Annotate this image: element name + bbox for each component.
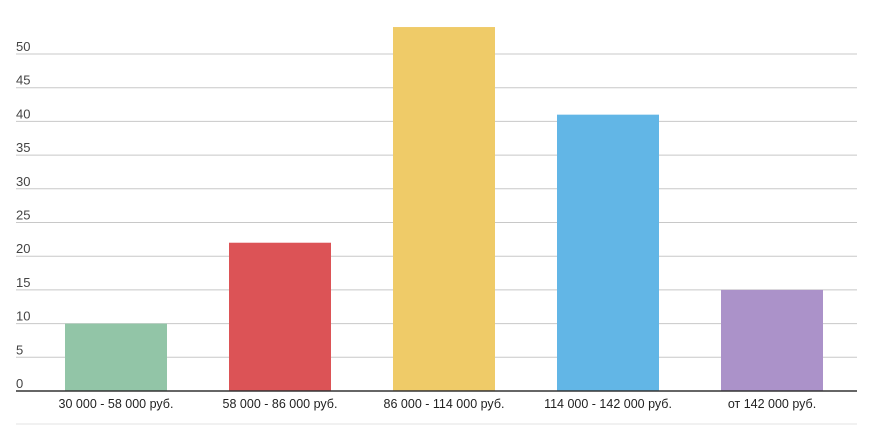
y-tick-label: 15 [16,275,30,290]
bar-4 [557,114,659,391]
y-tick-label: 50 [16,39,30,54]
y-tick-label: 45 [16,73,30,88]
x-category-label: 114 000 - 142 000 руб. [544,397,672,411]
y-tick-label: 0 [16,376,23,391]
y-tick-label: 30 [16,174,30,189]
y-tick-label: 20 [16,241,30,256]
x-category-label: 58 000 - 86 000 руб. [223,397,338,411]
y-tick-label: 25 [16,208,30,223]
x-category-label: от 142 000 руб. [728,397,816,411]
y-tick-label: 40 [16,106,30,121]
bar-5 [721,289,823,391]
x-axis-labels: 30 000 - 58 000 руб. 58 000 - 86 000 руб.… [59,397,817,411]
bar-2 [229,242,331,391]
y-tick-label: 35 [16,140,30,155]
bars [65,27,823,391]
y-tick-label: 10 [16,309,30,324]
bar-3 [393,27,495,391]
y-tick-label: 5 [16,342,23,357]
y-axis-ticks: 0 5 10 15 20 25 30 35 40 45 50 [16,39,30,391]
x-category-label: 86 000 - 114 000 руб. [384,397,505,411]
bar-1 [65,323,167,391]
x-category-label: 30 000 - 58 000 руб. [59,397,174,411]
